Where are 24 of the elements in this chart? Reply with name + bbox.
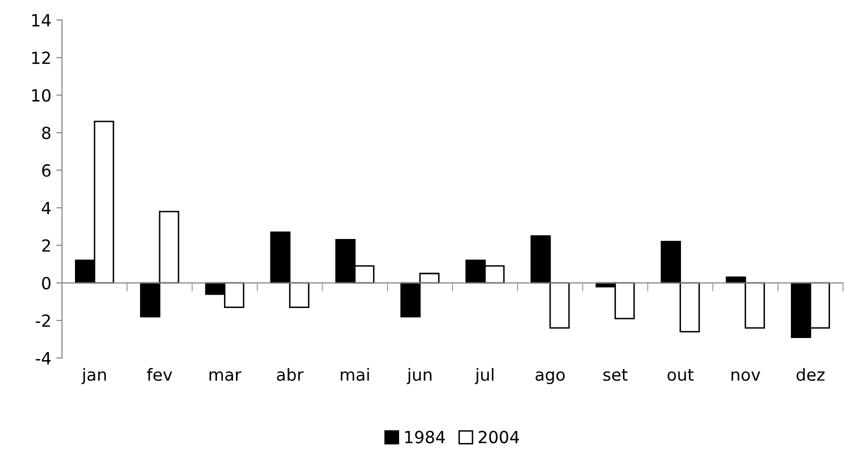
y-tick-label: 12 xyxy=(32,52,50,64)
x-tick-label: set xyxy=(603,368,628,381)
y-tick-label: 4 xyxy=(42,202,51,214)
x-tick-label: out xyxy=(668,368,694,381)
y-tick-label: 2 xyxy=(42,239,50,252)
y-tick-label: 14 xyxy=(32,14,51,26)
x-tick-label: jan xyxy=(82,368,106,384)
y-tick-label: 8 xyxy=(42,126,50,140)
legend-label: 2004 xyxy=(478,430,519,444)
y-tick-label: -4 xyxy=(36,352,51,364)
x-tick-label: mai xyxy=(340,368,369,381)
x-tick-label: jun xyxy=(406,368,432,384)
y-tick-label: 0 xyxy=(42,276,50,290)
legend-label: 1984 xyxy=(405,430,445,444)
x-tick-label: mar xyxy=(210,371,242,381)
x-tick-label: fev xyxy=(147,368,172,381)
x-tick-label: ago xyxy=(536,371,565,384)
y-tick-label: 10 xyxy=(32,89,50,102)
x-tick-label: dez xyxy=(796,368,825,381)
x-tick-label: jul xyxy=(474,368,494,384)
x-tick-label: nov xyxy=(732,371,760,381)
x-tick-label: abr xyxy=(276,368,304,381)
y-tick-label: -2 xyxy=(36,314,50,327)
y-tick-label: 6 xyxy=(42,164,51,177)
